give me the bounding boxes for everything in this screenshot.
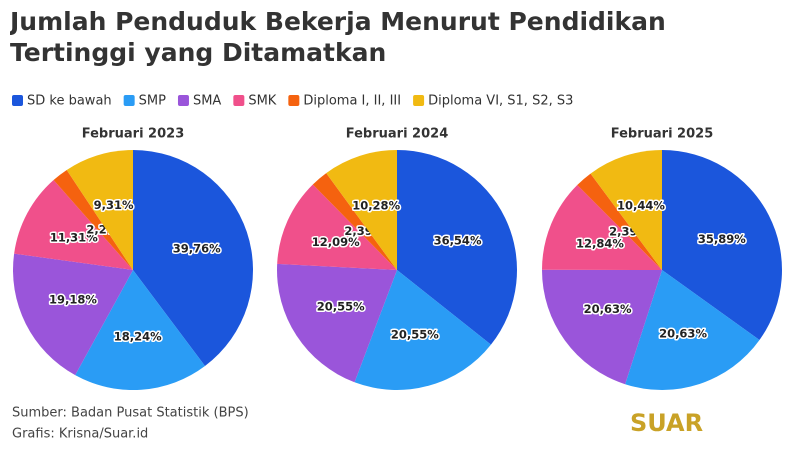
legend-label: SMK (248, 94, 276, 109)
legend-swatch (177, 95, 189, 106)
pie-slice (53, 169, 134, 270)
value-label: 35,89% (698, 232, 746, 246)
legend: SD ke bawah SMP SMA SMK Diploma I, II, III Di… (12, 94, 573, 109)
value-label: 11,31% (50, 231, 98, 245)
source: Sumber: Badan Pusat Statistik (BPS) (12, 406, 249, 421)
pie-slice (590, 150, 662, 270)
pie-title: Februari 2023 (82, 127, 185, 142)
value-label: 20,63% (584, 302, 632, 316)
title-box: Jumlah Penduduk Bekerja Menurut Pendidik… (10, 7, 666, 67)
chart-title: Jumlah Penduduk Bekerja Menurut Pendidik… (10, 7, 666, 67)
legend-swatch (288, 95, 300, 106)
value-label: 12,09% (312, 235, 360, 249)
value-label: 20,55% (391, 327, 439, 341)
pie-slice (14, 180, 133, 270)
pie-slice (625, 270, 760, 390)
value-label: 12,84% (576, 237, 624, 251)
value-label: 36,54% (434, 233, 482, 247)
pie-slice (312, 173, 397, 270)
value-label: 39,76% (173, 241, 221, 255)
legend-swatch (233, 95, 245, 106)
value-label: 9,31% (94, 198, 134, 212)
value-label: 10,28% (352, 199, 400, 213)
value-label: 18,24% (114, 330, 162, 344)
pie-slice (662, 150, 782, 340)
pie-slice (75, 270, 205, 390)
pie-title: Februari 2025 (611, 127, 714, 142)
pie-slice (13, 253, 134, 376)
value-label: 20,55% (317, 299, 365, 313)
pie-slice (133, 150, 254, 367)
value-label: 10,44% (617, 199, 665, 213)
pie-slice (66, 150, 133, 270)
value-label: 19,18% (49, 293, 97, 307)
logo: SUAR (630, 409, 703, 437)
pie-slice (542, 185, 662, 270)
legend-label: SMP (139, 94, 166, 109)
legend-label: Diploma VI, S1, S2, S3 (428, 94, 573, 109)
legend-swatch (413, 95, 425, 106)
legend-swatch (123, 95, 135, 106)
legend-label: Diploma I, II, III (303, 94, 401, 109)
credit: Grafis: Krisna/Suar.id (12, 427, 148, 442)
value-label: 20,63% (659, 326, 707, 340)
pie-title: Februari 2024 (346, 127, 449, 142)
pie-slice (577, 173, 662, 270)
legend-swatch (12, 95, 23, 106)
pie-slice (397, 150, 517, 345)
pie-slice (277, 184, 397, 270)
pie-slice (277, 263, 397, 383)
legend-label: SD ke bawah (27, 94, 112, 109)
pie-slice (541, 269, 662, 385)
pie-slice (326, 150, 397, 270)
legend-label: SMA (193, 94, 221, 109)
pie-slice (354, 270, 491, 390)
